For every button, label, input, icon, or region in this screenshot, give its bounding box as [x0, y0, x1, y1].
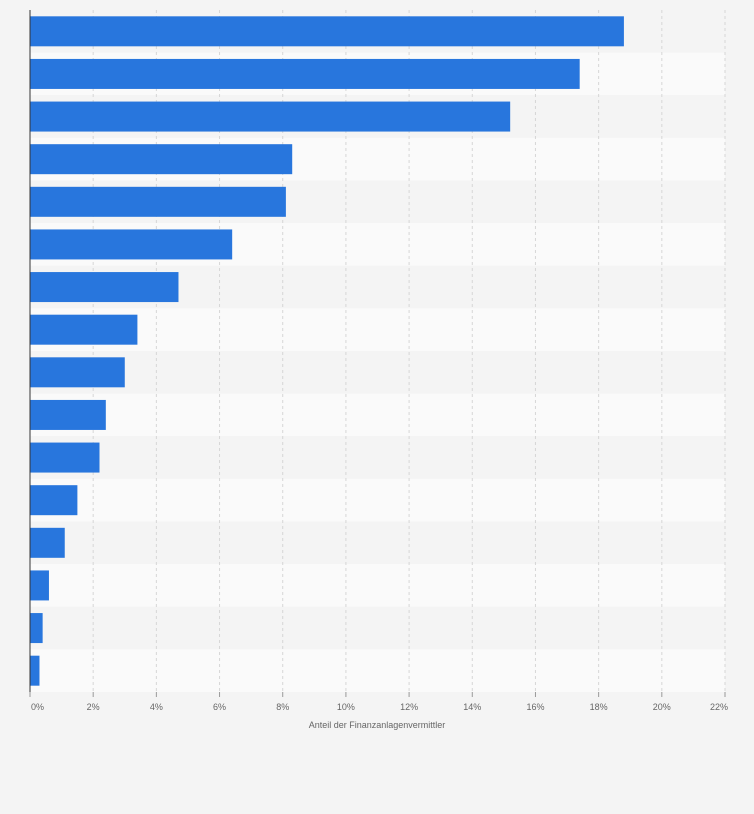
x-tick-label: 20% — [653, 702, 671, 712]
x-tick-label: 12% — [400, 702, 418, 712]
x-tick-label: 18% — [590, 702, 608, 712]
bar[interactable] — [30, 314, 138, 345]
x-axis-label: Anteil der Finanzanlagenvermittler — [309, 720, 446, 730]
x-tick-label: 2% — [87, 702, 100, 712]
bar[interactable] — [30, 272, 179, 303]
bar[interactable] — [30, 399, 106, 430]
bar[interactable] — [30, 613, 43, 644]
row-band — [30, 521, 725, 565]
row-band — [30, 564, 725, 607]
bar[interactable] — [30, 485, 78, 516]
row-band — [30, 393, 725, 437]
x-tick-label: 10% — [337, 702, 355, 712]
bar[interactable] — [30, 527, 65, 558]
bar[interactable] — [30, 101, 511, 132]
bar[interactable] — [30, 655, 40, 686]
x-tick-label: 14% — [463, 702, 481, 712]
bar[interactable] — [30, 442, 100, 473]
bar[interactable] — [30, 229, 233, 260]
row-band — [30, 649, 725, 692]
bar[interactable] — [30, 16, 624, 47]
bar[interactable] — [30, 357, 125, 388]
row-band — [30, 308, 725, 351]
row-band — [30, 351, 725, 394]
bars — [30, 16, 624, 686]
x-tick-label: 16% — [526, 702, 544, 712]
bar[interactable] — [30, 186, 286, 217]
x-axis-ticks: 0% 2% 4% 6% 8% 10% 12% 14% 16% 18% 20% 22% — [29, 692, 728, 712]
bar[interactable] — [30, 570, 49, 601]
x-tick-label: 4% — [150, 702, 163, 712]
row-band — [30, 436, 725, 479]
row-band — [30, 606, 725, 650]
x-tick-label: 8% — [276, 702, 289, 712]
x-tick-label: 22% — [710, 702, 728, 712]
bar[interactable] — [30, 58, 580, 89]
x-tick-label: 0% — [31, 702, 44, 712]
bar[interactable] — [30, 144, 293, 175]
x-tick-label: 6% — [213, 702, 226, 712]
row-band — [30, 478, 725, 522]
